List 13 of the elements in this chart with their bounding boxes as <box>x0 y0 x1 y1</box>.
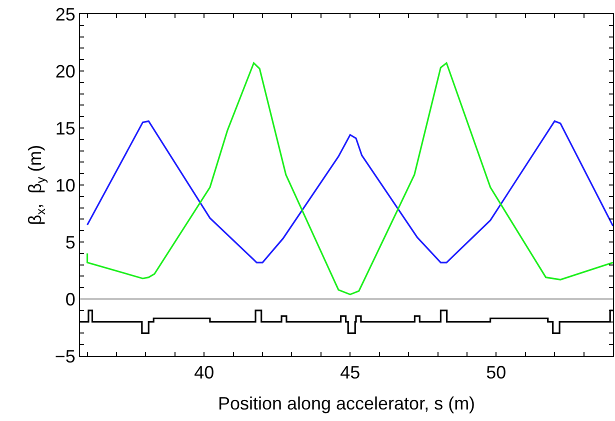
y-tick-label: −5 <box>54 346 76 366</box>
y-tick-label: 15 <box>55 118 76 138</box>
y-tick-label: 0 <box>65 289 76 310</box>
x-tick-label: 40 <box>194 362 214 383</box>
line-series <box>86 62 613 296</box>
y-tick-label: 20 <box>55 61 76 82</box>
x-tick-label: 50 <box>486 362 506 383</box>
line-series <box>86 120 613 264</box>
y-tick-label: 5 <box>65 232 76 252</box>
x-tick-label: 45 <box>340 362 360 383</box>
x-axis-title: Position along accelerator, s (m) <box>218 394 476 414</box>
y-tick-label: 25 <box>55 4 76 24</box>
y-tick-label: 10 <box>55 175 76 196</box>
